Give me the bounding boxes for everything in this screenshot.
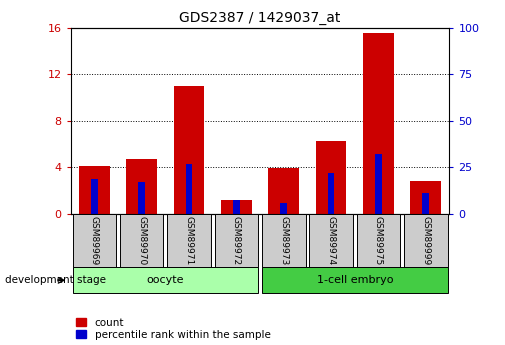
Bar	[422, 194, 429, 214]
Bar	[404, 214, 447, 267]
Bar	[309, 214, 353, 267]
Bar	[268, 168, 299, 214]
Text: GSM89975: GSM89975	[374, 216, 383, 265]
Bar	[73, 267, 258, 293]
Bar	[316, 140, 346, 214]
Bar	[120, 214, 164, 267]
Text: GSM89971: GSM89971	[184, 216, 193, 265]
Bar	[215, 214, 258, 267]
Bar	[262, 214, 306, 267]
Bar	[126, 159, 157, 214]
Text: GSM89974: GSM89974	[327, 216, 336, 265]
Text: GSM89972: GSM89972	[232, 216, 241, 265]
Legend: count, percentile rank within the sample: count, percentile rank within the sample	[76, 318, 271, 340]
Bar	[73, 214, 116, 267]
Bar	[221, 200, 252, 214]
Bar	[411, 181, 441, 214]
Text: 1-cell embryo: 1-cell embryo	[317, 275, 393, 285]
Text: GSM89970: GSM89970	[137, 216, 146, 265]
Bar	[233, 200, 240, 214]
Bar	[167, 214, 211, 267]
Bar	[328, 173, 334, 214]
Bar	[138, 182, 145, 214]
Bar	[375, 154, 382, 214]
Text: GSM89973: GSM89973	[279, 216, 288, 265]
Bar	[363, 33, 394, 214]
Text: GSM89969: GSM89969	[90, 216, 99, 265]
Text: GSM89999: GSM89999	[421, 216, 430, 265]
Bar	[79, 166, 110, 214]
Bar	[280, 203, 287, 214]
Bar	[174, 86, 205, 214]
Bar	[91, 178, 98, 214]
Title: GDS2387 / 1429037_at: GDS2387 / 1429037_at	[179, 11, 341, 25]
Text: development stage: development stage	[5, 275, 106, 285]
Bar	[186, 164, 192, 214]
Bar	[262, 267, 447, 293]
Text: oocyte: oocyte	[146, 275, 184, 285]
Bar	[357, 214, 400, 267]
